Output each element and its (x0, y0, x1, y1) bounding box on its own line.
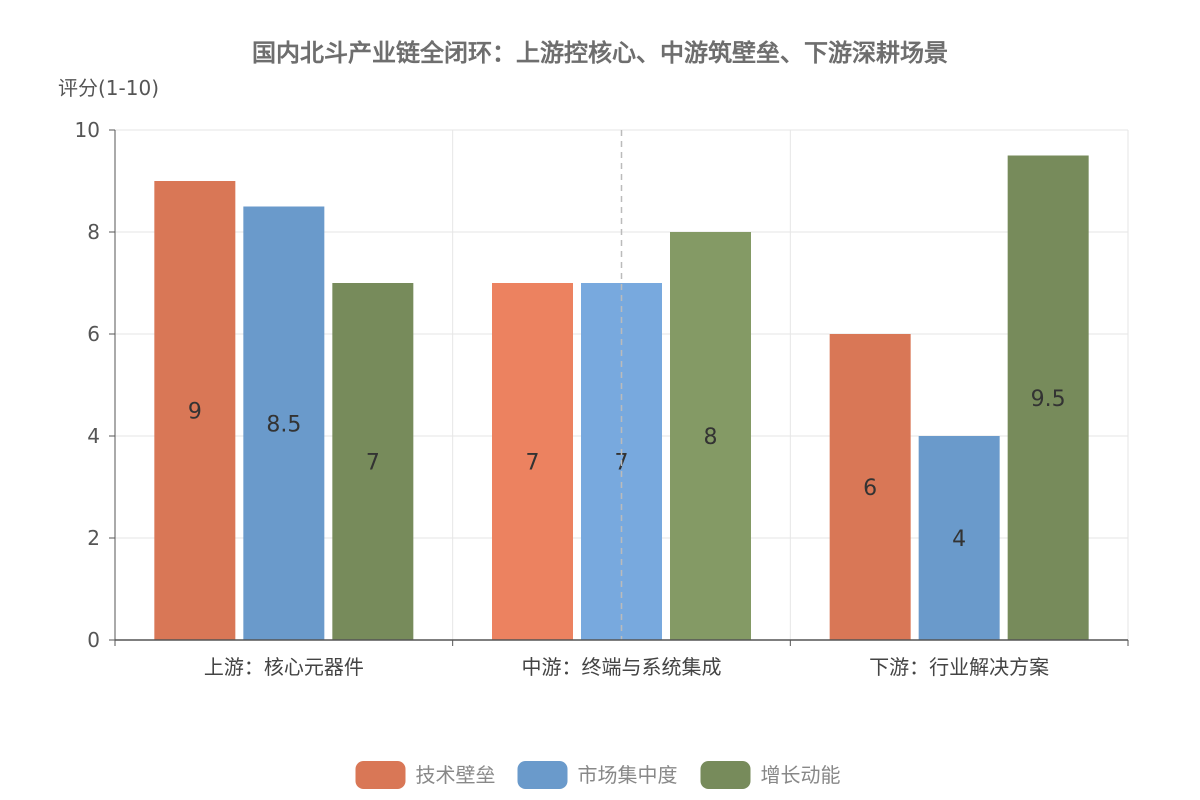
y-axis-label: 评分(1-10) (58, 76, 159, 100)
bar (670, 232, 751, 640)
bar (829, 334, 911, 640)
y-tick-label: 4 (87, 424, 100, 448)
x-tick-label: 上游：核心元器件 (204, 655, 364, 679)
chart-title: 国内北斗产业链全闭环：上游控核心、中游筑壁垒、下游深耕场景 (252, 39, 948, 67)
legend-swatch[interactable] (517, 761, 568, 789)
x-tick-label: 下游：行业解决方案 (869, 655, 1049, 679)
legend-item[interactable]: 技术壁垒 (355, 761, 496, 789)
y-tick-label: 6 (87, 322, 100, 346)
data-label: 8.5 (266, 412, 301, 437)
bars (154, 155, 1089, 640)
bar (332, 283, 414, 640)
bar (492, 283, 573, 640)
bar (1007, 155, 1089, 640)
data-label: 7 (526, 451, 540, 476)
data-label: 8 (704, 425, 718, 450)
legend-item[interactable]: 增长动能 (700, 761, 841, 789)
legend-label[interactable]: 技术壁垒 (416, 763, 496, 787)
bar (918, 436, 1000, 640)
legend-item[interactable]: 市场集中度 (517, 761, 678, 789)
bar (154, 181, 236, 640)
bar (243, 206, 325, 640)
data-label: 9 (188, 400, 202, 425)
y-tick-label: 0 (87, 628, 100, 652)
legend-swatch[interactable] (700, 761, 751, 789)
legend-label[interactable]: 增长动能 (761, 763, 841, 787)
data-label: 4 (952, 527, 966, 552)
axes: 0 2 4 6 8 10 上游：核心元器件 中游：终端与系统集成 下游：行业解决方案 (75, 118, 1129, 679)
x-tick-label: 中游：终端与系统集成 (522, 655, 722, 679)
legend-swatch[interactable] (355, 761, 406, 789)
y-tick-label: 8 (87, 220, 100, 244)
y-tick-label: 2 (87, 526, 100, 550)
data-label: 7 (366, 451, 380, 476)
data-label: 6 (863, 476, 877, 501)
legend-label[interactable]: 市场集中度 (578, 763, 678, 787)
y-tick-label: 10 (75, 118, 100, 142)
legend[interactable]: 技术壁垒 市场集中度 增长动能 (355, 761, 841, 789)
data-label: 9.5 (1031, 387, 1066, 412)
